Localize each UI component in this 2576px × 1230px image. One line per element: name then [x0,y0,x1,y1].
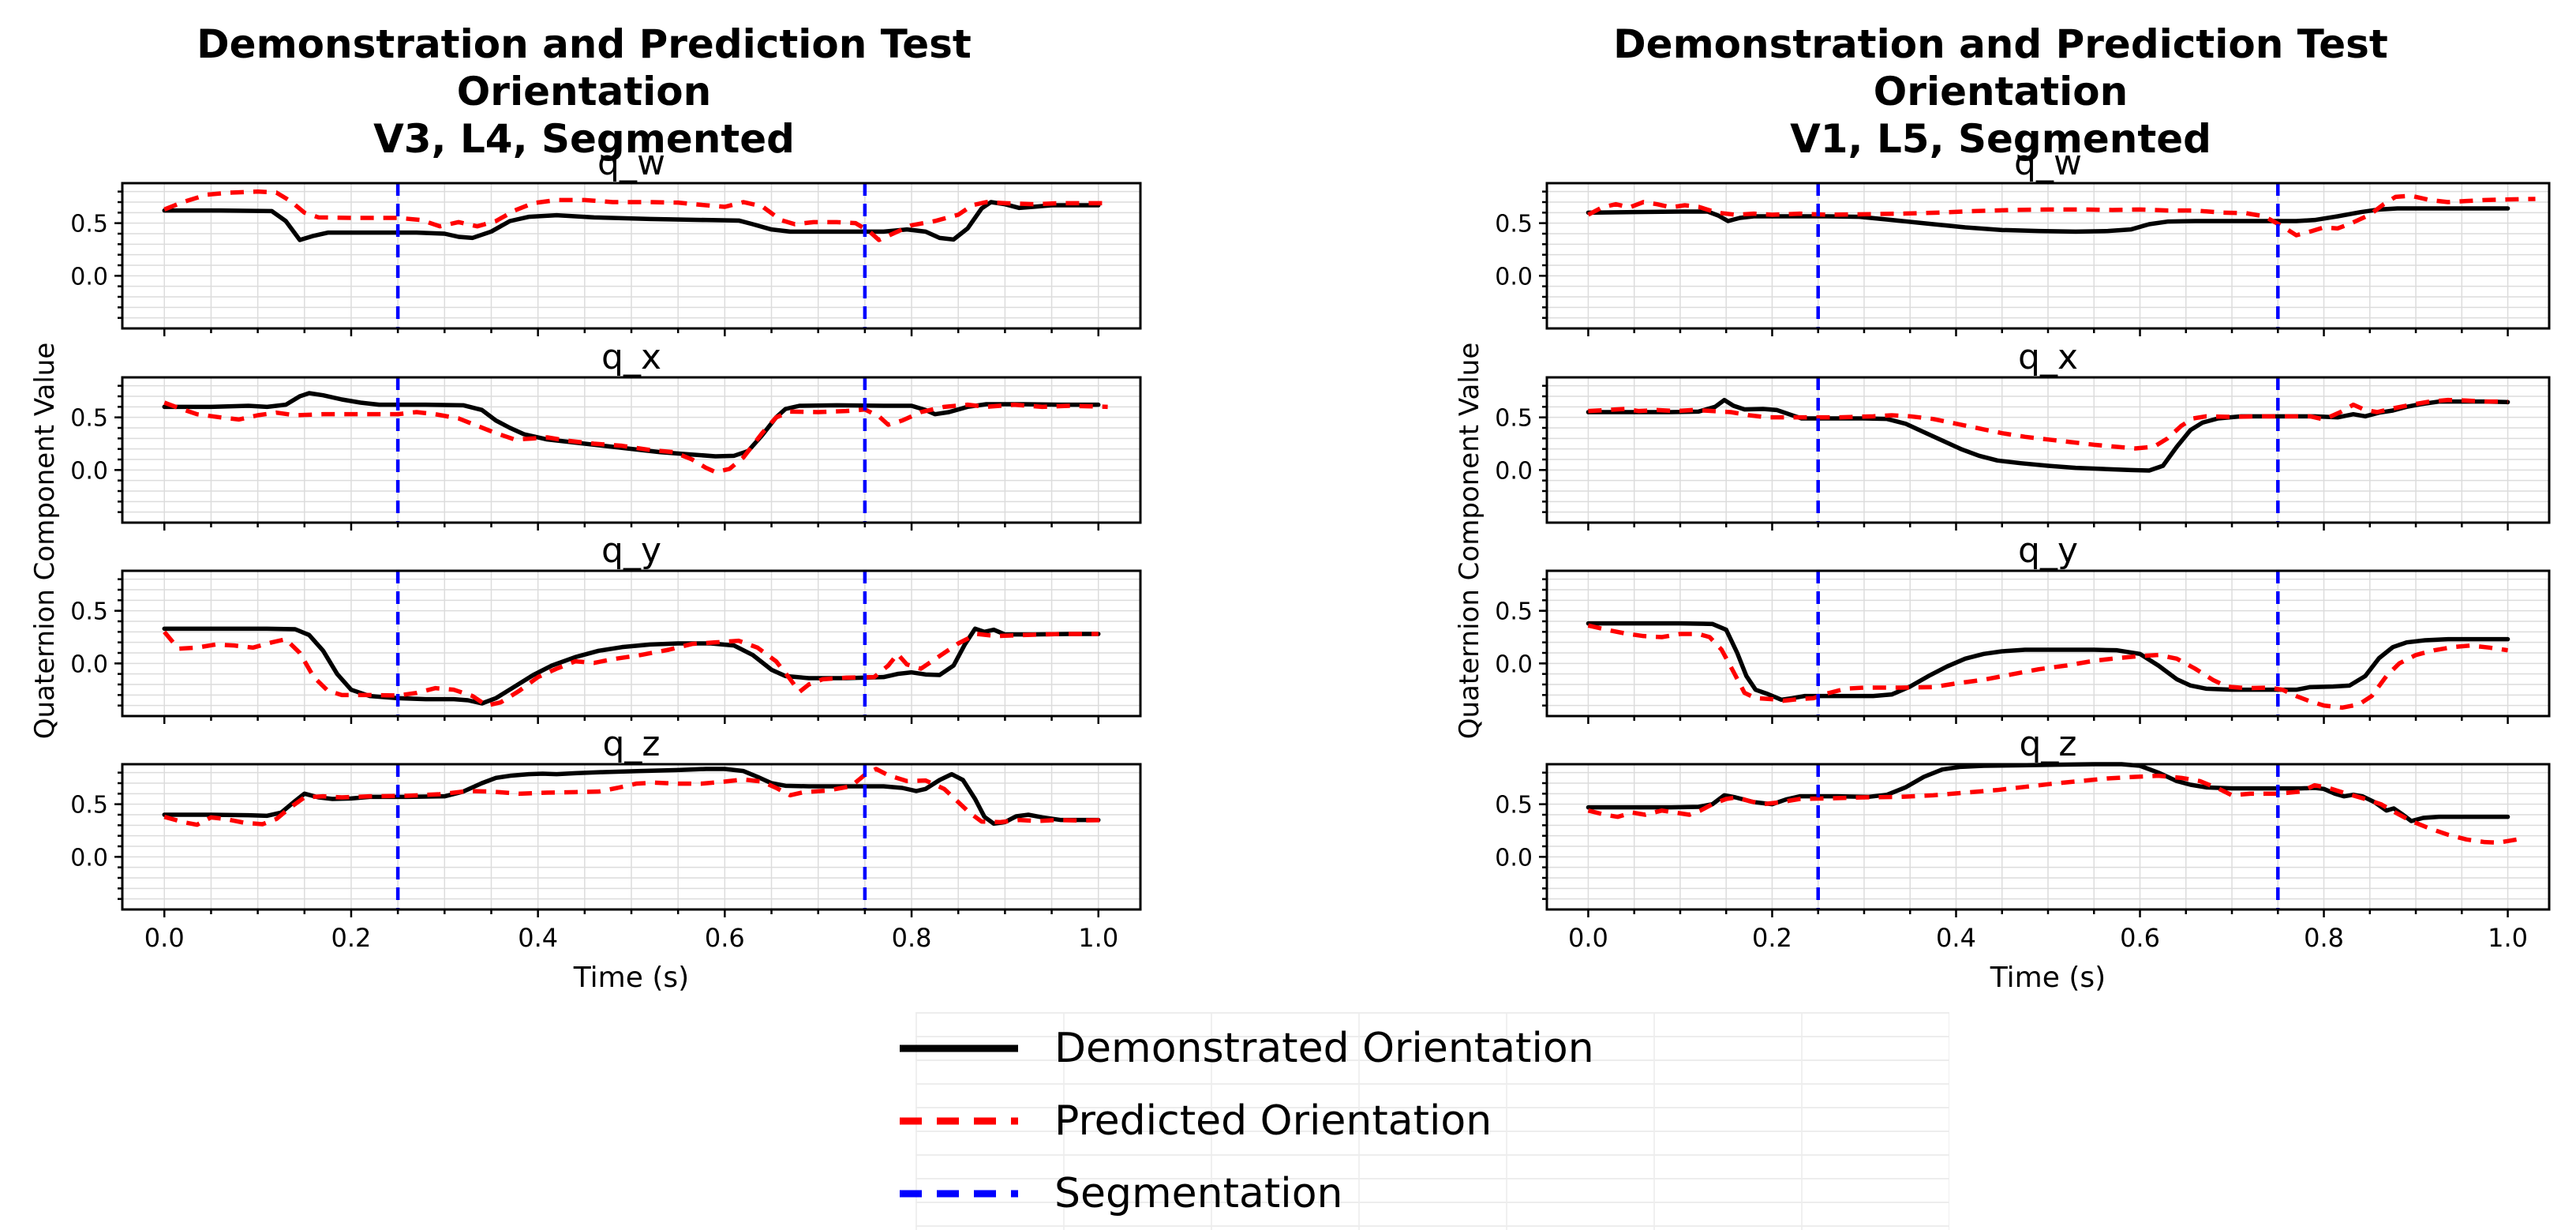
plot-qx-left: 0.5 0.0 [70,376,1142,531]
subplot-title: q_y [2018,531,2078,571]
legend-label: Segmentation [1054,1170,1343,1217]
svg-text:0.0: 0.0 [70,263,108,291]
figure-title-left: Demonstration and Prediction Test Orient… [75,21,1093,163]
svg-text:0.8: 0.8 [892,923,932,953]
subplot-qy-left: q_y 0.5 0.0 [70,531,1142,724]
svg-text:0.0: 0.0 [1495,263,1533,291]
plot-qy-left: 0.5 0.0 [70,569,1142,724]
legend: Demonstrated Orientation Predicted Orien… [900,1012,1594,1230]
svg-text:0.5: 0.5 [70,792,108,819]
subplot-title: q_z [602,724,661,764]
svg-text:1.0: 1.0 [1078,923,1118,953]
svg-text:1.0: 1.0 [2488,923,2528,953]
svg-text:0.5: 0.5 [1495,211,1533,238]
svg-text:0.4: 0.4 [1936,923,1976,953]
figure-title-right: Demonstration and Prediction Test Orient… [1500,21,2502,163]
svg-text:0.5: 0.5 [70,405,108,433]
legend-item-segmentation: Segmentation [900,1157,1594,1230]
subplot-title: q_z [2019,724,2077,764]
subplot-qz-right: q_z 0.0 0.2 0.4 0.6 0.8 1.0 0.5 0.0 [1495,725,2551,953]
legend-item-demonstrated: Demonstrated Orientation [900,1012,1594,1085]
svg-text:0.0: 0.0 [1495,844,1533,872]
plot-qy-right: 0.5 0.0 [1495,569,2551,724]
svg-text:0.0: 0.0 [70,844,108,872]
figure-title-line1: Demonstration and Prediction Test Orient… [197,21,972,114]
subplot-qz-left: q_z 0.0 0.2 0.4 0.6 0.8 1.0 0.5 0.0 [70,725,1142,953]
svg-text:0.2: 0.2 [331,923,372,953]
subplot-title: q_x [601,337,661,377]
svg-text:0.0: 0.0 [1495,651,1533,678]
y-axis-label: Quaternion Component Value [1454,342,1485,740]
plot-qw-left: 0.5 0.0 [70,182,1142,336]
svg-text:0.5: 0.5 [70,211,108,238]
subplot-qy-right: q_y 0.5 0.0 [1495,531,2551,724]
svg-text:0.5: 0.5 [1495,598,1533,626]
demonstrated-line-sample [900,1044,1018,1052]
svg-text:0.5: 0.5 [1495,792,1533,819]
svg-text:0.8: 0.8 [2304,923,2344,953]
svg-text:0.5: 0.5 [1495,405,1533,433]
legend-label: Predicted Orientation [1054,1097,1492,1145]
svg-text:0.4: 0.4 [518,923,558,953]
figure-right: Demonstration and Prediction Test Orient… [1454,0,2551,1011]
svg-text:0.2: 0.2 [1752,923,1792,953]
figure-left: Demonstration and Prediction Test Orient… [29,0,1142,1011]
figure-title-line2: V3, L4, Segmented [373,116,795,162]
y-axis-label: Quaternion Component Value [29,342,61,740]
plot-qz-right: 0.0 0.2 0.4 0.6 0.8 1.0 0.5 0.0 [1495,762,2551,953]
plot-qx-right: 0.5 0.0 [1495,376,2551,531]
x-axis-label: Time (s) [1990,962,2106,994]
legend-background-grid [915,1012,1949,1230]
svg-text:0.6: 0.6 [2120,923,2160,953]
svg-text:0.0: 0.0 [1568,923,1608,953]
subplot-qx-right: q_x 0.5 0.0 [1495,338,2551,531]
plot-qw-right: 0.5 0.0 [1495,182,2551,336]
subplot-qx-left: q_x 0.5 0.0 [70,338,1142,531]
legend-item-predicted: Predicted Orientation [900,1085,1594,1157]
subplot-title: q_w [597,143,665,183]
svg-text:0.6: 0.6 [705,923,745,953]
svg-text:0.5: 0.5 [70,598,108,626]
x-axis-label: Time (s) [573,962,690,994]
predicted-line-sample [900,1117,1018,1125]
subplot-title: q_y [601,531,661,571]
plot-qz-left: 0.0 0.2 0.4 0.6 0.8 1.0 0.5 0.0 [70,763,1142,953]
segmentation-line-sample [900,1190,1018,1198]
subplot-qw-left: q_w 0.5 0.0 [70,144,1142,336]
subplot-title: q_w [2014,143,2082,183]
subplot-qw-right: q_w 0.5 0.0 [1495,144,2551,336]
figure-title-line1: Demonstration and Prediction Test Orient… [1613,21,2388,114]
subplot-title: q_x [2018,337,2078,377]
svg-text:0.0: 0.0 [1495,457,1533,485]
legend-label: Demonstrated Orientation [1054,1025,1594,1072]
svg-text:0.0: 0.0 [70,651,108,678]
figure-title-line2: V1, L5, Segmented [1790,116,2211,162]
svg-text:0.0: 0.0 [70,457,108,485]
svg-text:0.0: 0.0 [144,923,185,953]
